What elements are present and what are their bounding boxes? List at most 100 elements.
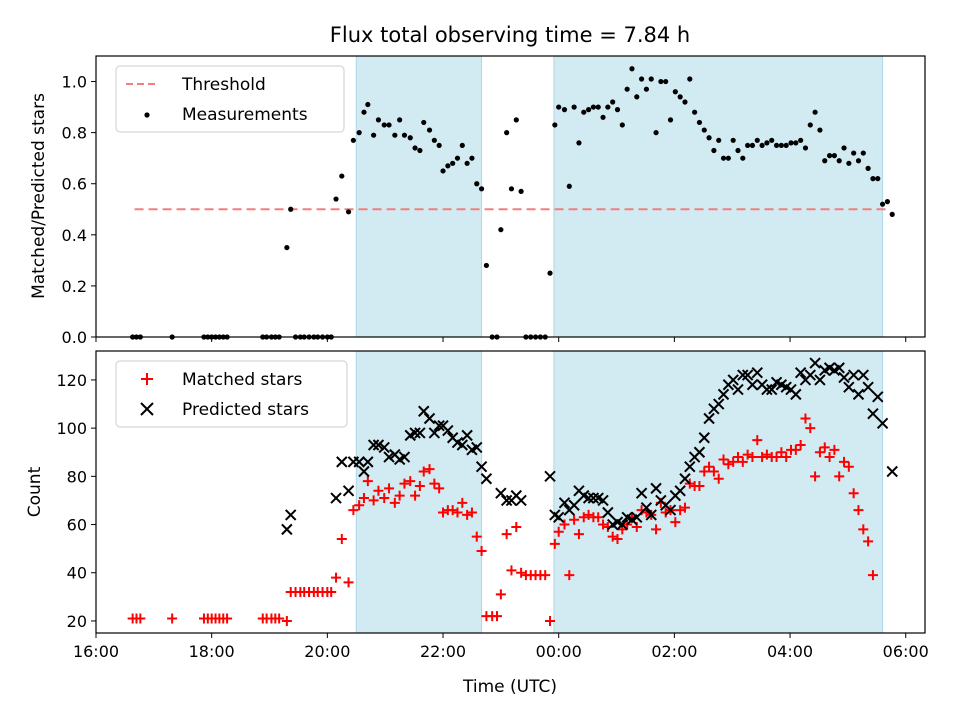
data-point <box>867 407 879 420</box>
data-point <box>372 439 385 451</box>
data-point <box>610 99 616 105</box>
data-point <box>378 441 390 454</box>
legend-measurements-swatch <box>144 112 150 118</box>
data-point <box>728 456 739 467</box>
data-point <box>492 611 503 622</box>
data-point <box>740 155 746 161</box>
data-point <box>631 511 643 524</box>
data-point <box>392 132 398 138</box>
series-predicted-stars <box>281 357 898 536</box>
data-point <box>569 514 580 525</box>
data-point <box>358 465 370 478</box>
data-point <box>573 529 584 540</box>
data-point <box>759 142 765 149</box>
data-point <box>817 127 823 133</box>
data-point <box>829 444 840 455</box>
data-point <box>398 451 411 463</box>
data-point <box>814 374 826 386</box>
data-point <box>846 160 852 166</box>
data-point <box>597 494 609 507</box>
data-point <box>766 383 778 396</box>
x-tick-label: 22:00 <box>420 642 466 661</box>
data-point <box>429 478 440 489</box>
data-point <box>371 132 377 138</box>
data-point <box>843 381 855 393</box>
data-point <box>576 140 582 146</box>
data-point <box>330 492 342 504</box>
top-axis-ticks: 0.0 0.2 0.4 0.6 0.8 1.0 <box>62 73 907 347</box>
data-point <box>663 78 669 85</box>
data-point <box>730 137 736 143</box>
data-point <box>469 155 475 161</box>
data-point <box>602 506 614 519</box>
x-tick-label: 06:00 <box>883 642 929 661</box>
data-point <box>672 89 678 95</box>
data-point <box>480 473 493 485</box>
data-point <box>687 76 693 82</box>
data-point <box>452 507 463 518</box>
data-point <box>670 517 681 528</box>
shaded-interval-0 <box>355 55 483 338</box>
data-point <box>284 244 290 251</box>
data-point <box>614 107 621 113</box>
data-point <box>790 444 801 455</box>
x-tick-label: 18:00 <box>189 642 235 661</box>
data-point <box>362 456 374 468</box>
data-point <box>802 145 809 151</box>
bottom-axes-frame <box>95 350 926 634</box>
x-tick-label: 20:00 <box>304 642 350 661</box>
data-point <box>409 427 421 439</box>
data-point <box>445 163 451 169</box>
data-point <box>379 493 390 504</box>
data-point <box>556 104 562 110</box>
data-point <box>498 227 504 233</box>
data-point <box>511 521 522 532</box>
data-point <box>735 147 741 154</box>
data-point <box>812 109 818 115</box>
data-point <box>794 366 807 379</box>
data-point <box>674 485 686 497</box>
data-point <box>612 534 623 544</box>
data-point <box>764 140 770 146</box>
data-point <box>331 572 342 583</box>
data-point <box>650 482 662 495</box>
data-point <box>793 140 799 146</box>
data-point <box>852 388 865 401</box>
data-point <box>664 504 677 516</box>
data-point <box>708 466 719 477</box>
y-tick-label: 80 <box>67 467 87 486</box>
data-point <box>679 502 690 513</box>
bottom-ylabel: Count <box>25 466 45 517</box>
data-point <box>501 529 512 540</box>
data-point <box>354 500 365 511</box>
data-point <box>870 176 876 182</box>
data-point <box>638 76 645 82</box>
data-point <box>399 478 410 489</box>
data-point <box>769 137 775 143</box>
data-point <box>421 119 427 126</box>
data-point <box>418 466 429 477</box>
data-point <box>471 441 483 454</box>
data-point <box>381 122 387 128</box>
data-point <box>704 461 715 472</box>
data-point <box>751 366 763 379</box>
data-point <box>552 511 565 524</box>
legend-threshold-label: Threshold <box>181 75 266 95</box>
top-title: Flux total observing time = 7.84 h <box>330 23 690 47</box>
bottom-marks <box>127 357 898 626</box>
bottom-shaded-intervals <box>355 350 884 634</box>
data-point <box>222 613 233 624</box>
data-point <box>699 466 710 477</box>
data-point <box>741 369 754 381</box>
y-tick-label: 40 <box>67 564 87 583</box>
x-tick-label: 04:00 <box>767 642 813 661</box>
data-point <box>471 531 482 542</box>
data-point <box>884 199 891 205</box>
data-point <box>281 523 293 536</box>
legend-measurements-label: Measurements <box>182 105 308 125</box>
data-point <box>353 456 365 468</box>
data-point <box>348 505 359 516</box>
data-point <box>781 452 792 463</box>
data-point <box>858 524 869 535</box>
